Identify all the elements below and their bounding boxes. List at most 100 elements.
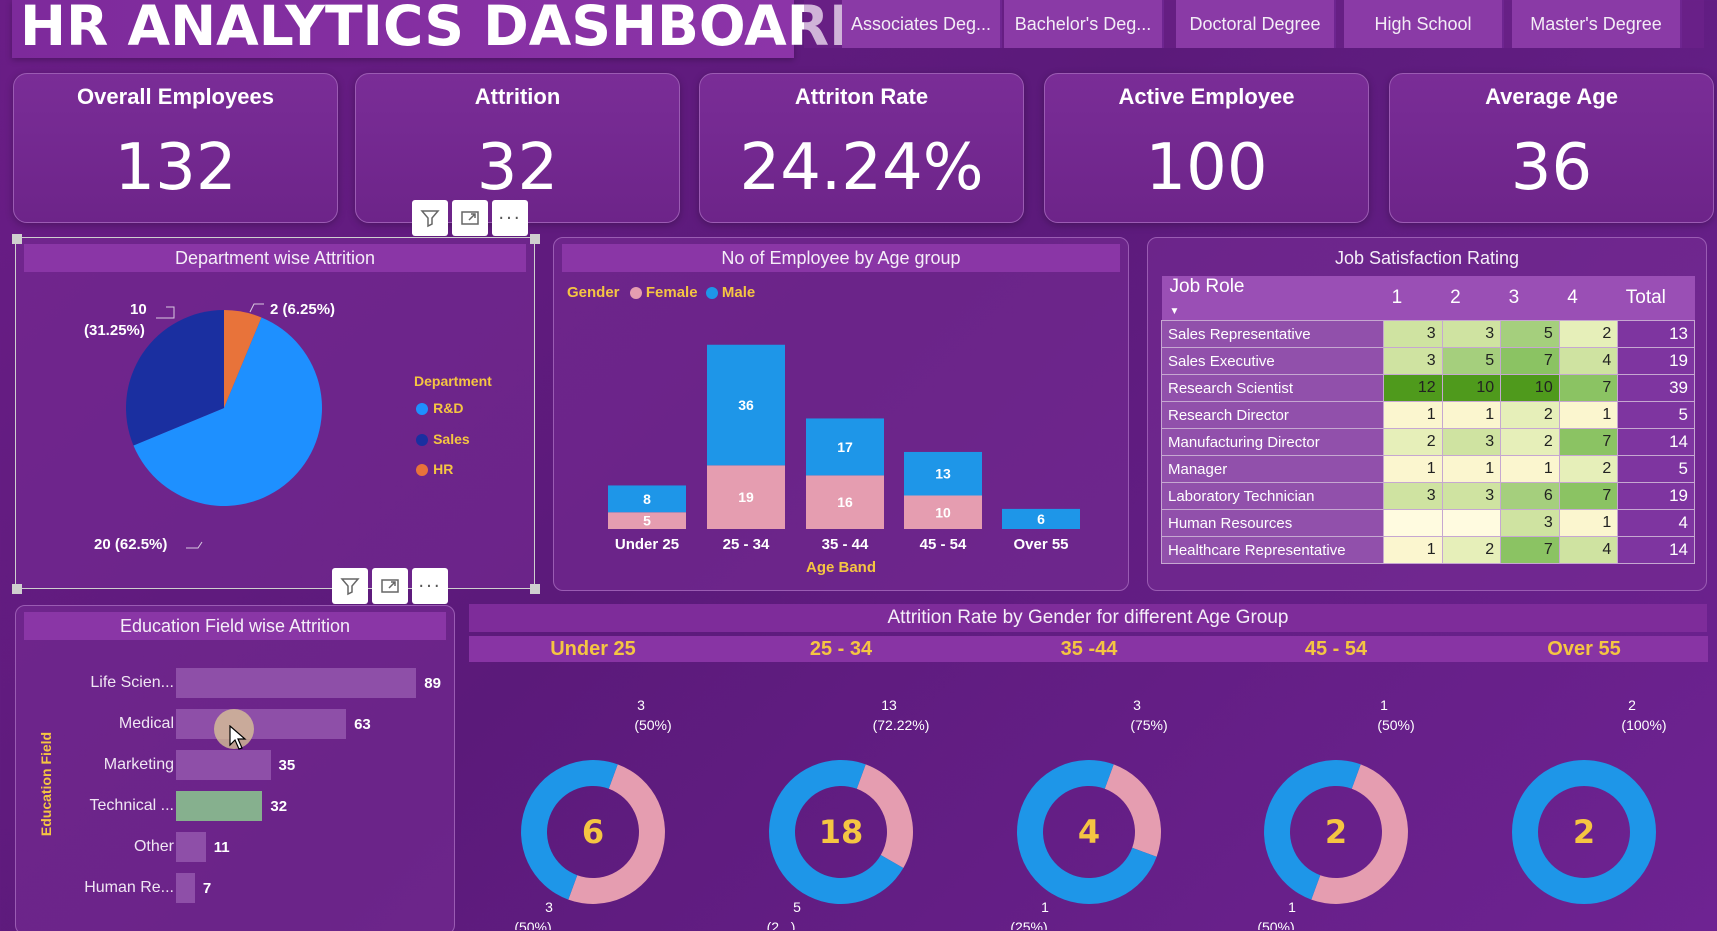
slicer-associates[interactable]: Associates Deg...	[842, 0, 1002, 48]
data-label: 19	[738, 489, 754, 505]
bar[interactable]	[176, 750, 271, 780]
bar-female[interactable]	[904, 495, 982, 530]
donut-slice-male[interactable]	[769, 760, 904, 904]
age-group-header: Under 25	[469, 636, 717, 662]
donut-slice-male[interactable]	[1512, 760, 1656, 904]
col-header-1[interactable]: 1	[1383, 276, 1443, 321]
filter-icon[interactable]	[332, 568, 368, 604]
kpi-overall-employees[interactable]: Overall Employees 132	[13, 73, 338, 223]
resize-handle[interactable]	[530, 584, 540, 594]
more-options-icon[interactable]: ···	[492, 200, 528, 236]
visual-toolbar: ···	[412, 200, 528, 236]
education-attrition-panel[interactable]: Education Field wise Attrition Education…	[15, 605, 455, 931]
pie-label-rd: 20 (62.5%)	[94, 536, 168, 553]
col-header-2[interactable]: 2	[1442, 276, 1501, 321]
table-row[interactable]: Sales Executive 3 5 7 4 19	[1160, 347, 1695, 375]
legend-male[interactable]: Male	[721, 284, 756, 301]
job-satisfaction-table[interactable]: Job Role ▼ 1 2 3 4 Total Sales Representa…	[1160, 276, 1695, 564]
bar-male[interactable]	[1002, 508, 1080, 529]
legend-item-hr[interactable]: HR	[416, 459, 453, 478]
donut-chart[interactable]: 18 13 (72.22%) 5 (2...)	[717, 670, 965, 930]
donut-label-bottom-pct: (2...)	[767, 919, 796, 930]
cell-rating-3: 2	[1500, 428, 1560, 456]
donut-slice-male[interactable]	[1017, 760, 1157, 904]
legend-dot	[416, 402, 428, 415]
legend-label: HR	[433, 461, 454, 477]
donut-chart[interactable]: 2 1 (50%) 1 (50%)	[1212, 670, 1460, 930]
cell-rating-1: 1	[1383, 536, 1443, 564]
slicer-bachelors[interactable]: Bachelor's Deg...	[1004, 0, 1164, 48]
bar[interactable]	[176, 709, 347, 739]
bar-female[interactable]	[707, 465, 785, 529]
donut-center-value: 2	[1325, 813, 1347, 851]
col-header-job-role[interactable]: Job Role ▼	[1161, 276, 1384, 321]
bar-female[interactable]	[608, 512, 686, 529]
pie-slice-sales[interactable]	[126, 310, 224, 446]
slicer-masters[interactable]: Master's Degree	[1512, 0, 1682, 48]
bar[interactable]	[176, 668, 417, 698]
focus-mode-icon[interactable]	[372, 568, 408, 604]
kpi-active-employee[interactable]: Active Employee 100	[1044, 73, 1369, 223]
cell-rating-4: 1	[1558, 509, 1619, 537]
pie-slice-rd[interactable]	[133, 317, 322, 506]
table-row[interactable]: Laboratory Technician 3 3 6 7 19	[1160, 482, 1695, 510]
bar-male[interactable]	[707, 344, 785, 466]
cell-rating-2: 1	[1441, 455, 1502, 483]
col-header-total[interactable]: Total	[1617, 276, 1695, 321]
age-group-panel[interactable]: No of Employee by Age group Gender Femal…	[553, 237, 1129, 591]
bar[interactable]	[176, 832, 206, 862]
cell-rating-1: 3	[1383, 347, 1443, 375]
bar[interactable]	[176, 791, 263, 821]
sort-down-icon[interactable]: ▼	[1169, 306, 1180, 317]
slicer-doctoral[interactable]: Doctoral Degree	[1176, 0, 1336, 48]
donut-chart[interactable]: 4 3 (75%) 1 (25%)	[965, 670, 1213, 930]
legend-female[interactable]: Female	[645, 284, 698, 301]
table-row[interactable]: Human Resources 3 1 4	[1160, 509, 1695, 537]
legend-dot-male	[705, 287, 718, 300]
kpi-attrition[interactable]: Attrition 32	[355, 73, 680, 223]
header-text: Job Role	[1169, 276, 1245, 297]
col-header-4[interactable]: 4	[1559, 276, 1618, 321]
bar-male[interactable]	[608, 485, 686, 513]
focus-mode-icon[interactable]	[452, 200, 488, 236]
cell-job-role: Manufacturing Director	[1160, 428, 1385, 456]
legend-item-sales[interactable]: Sales	[416, 429, 470, 448]
cell-job-role: Research Scientist	[1160, 374, 1385, 402]
donut-slice-male[interactable]	[521, 760, 618, 900]
resize-handle[interactable]	[12, 584, 22, 594]
bar-female[interactable]	[806, 475, 884, 529]
donut-slice-female[interactable]	[856, 764, 913, 869]
table-row[interactable]: Manufacturing Director 2 3 2 7 14	[1160, 428, 1695, 456]
donut-chart[interactable]: 6 3 (50%) 3 (50%)	[469, 670, 717, 930]
bar-male[interactable]	[904, 451, 982, 496]
table-row[interactable]: Research Scientist 12 10 10 7 39	[1160, 374, 1695, 402]
bar[interactable]	[176, 873, 195, 903]
pie-label-hr: 2 (6.25%)	[270, 301, 336, 318]
kpi-average-age[interactable]: Average Age 36	[1389, 73, 1714, 223]
kpi-value: 24.24%	[739, 131, 984, 205]
pie-slice-hr[interactable]	[224, 310, 262, 408]
table-row[interactable]: Healthcare Representative 1 2 7 4 14	[1160, 536, 1695, 564]
filter-icon[interactable]	[412, 200, 448, 236]
slicer-high-school[interactable]: High School	[1344, 0, 1504, 48]
dept-attrition-panel[interactable]: Department wise Attrition 10 (31.25%) 2 …	[15, 237, 535, 589]
table-row[interactable]: Research Director 1 1 2 1 5	[1160, 401, 1695, 429]
col-header-3[interactable]: 3	[1500, 276, 1560, 321]
bar-male[interactable]	[806, 418, 884, 476]
donut-slice-female[interactable]	[568, 764, 665, 904]
cell-rating-4: 4	[1558, 536, 1619, 564]
table-row[interactable]: Manager 1 1 1 2 5	[1160, 455, 1695, 483]
kpi-attrition-rate[interactable]: Attriton Rate 24.24%	[699, 73, 1024, 223]
resize-handle[interactable]	[12, 234, 22, 244]
donut-chart[interactable]: 2 2 (100%)	[1460, 670, 1708, 930]
more-options-icon[interactable]: ···	[412, 568, 448, 604]
cell-rating-4: 1	[1558, 401, 1619, 429]
donut-slice-female[interactable]	[1104, 764, 1161, 857]
donut-label-bottom-pct: (50%)	[1257, 919, 1294, 930]
table-row[interactable]: Sales Representative 3 3 5 2 13	[1160, 320, 1695, 348]
kpi-title: Active Employee	[1118, 84, 1295, 109]
donut-slice-female[interactable]	[1311, 764, 1408, 904]
resize-handle[interactable]	[530, 234, 540, 244]
donut-slice-male[interactable]	[1264, 760, 1361, 900]
legend-item-rd[interactable]: R&D	[416, 398, 463, 417]
